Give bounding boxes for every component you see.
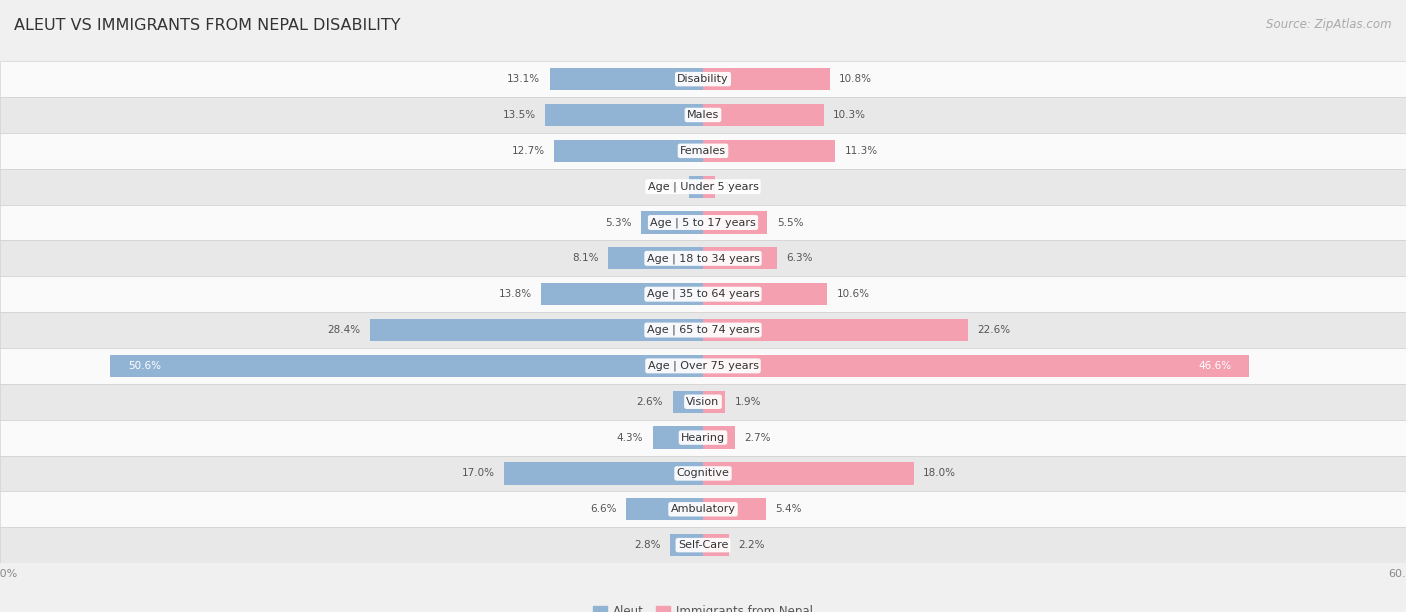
- Bar: [641, 211, 703, 234]
- Bar: [703, 390, 725, 413]
- Text: 2.6%: 2.6%: [637, 397, 664, 407]
- Text: Age | 65 to 74 years: Age | 65 to 74 years: [647, 325, 759, 335]
- Bar: [0, 169, 1406, 204]
- Legend: Aleut, Immigrants from Nepal: Aleut, Immigrants from Nepal: [588, 600, 818, 612]
- Text: 1.0%: 1.0%: [724, 182, 751, 192]
- Text: Source: ZipAtlas.com: Source: ZipAtlas.com: [1267, 18, 1392, 31]
- Text: 10.8%: 10.8%: [839, 74, 872, 84]
- Bar: [0, 97, 1406, 133]
- Text: 6.6%: 6.6%: [589, 504, 616, 514]
- Bar: [703, 283, 827, 305]
- Bar: [0, 455, 1406, 491]
- Bar: [370, 319, 703, 341]
- Text: 2.8%: 2.8%: [634, 540, 661, 550]
- Bar: [703, 319, 967, 341]
- Bar: [703, 104, 824, 126]
- Text: 50.6%: 50.6%: [128, 361, 160, 371]
- Text: Vision: Vision: [686, 397, 720, 407]
- Bar: [550, 68, 703, 90]
- Text: 13.1%: 13.1%: [508, 74, 540, 84]
- Text: 2.2%: 2.2%: [738, 540, 765, 550]
- Text: 28.4%: 28.4%: [328, 325, 361, 335]
- Text: Age | 18 to 34 years: Age | 18 to 34 years: [647, 253, 759, 264]
- Bar: [0, 204, 1406, 241]
- Text: 18.0%: 18.0%: [924, 468, 956, 479]
- Text: 10.3%: 10.3%: [832, 110, 866, 120]
- Bar: [609, 247, 703, 269]
- Bar: [652, 427, 703, 449]
- Text: 17.0%: 17.0%: [461, 468, 495, 479]
- Text: 1.2%: 1.2%: [652, 182, 679, 192]
- Text: Age | 5 to 17 years: Age | 5 to 17 years: [650, 217, 756, 228]
- Text: 11.3%: 11.3%: [845, 146, 877, 156]
- Bar: [0, 61, 1406, 97]
- Text: 5.3%: 5.3%: [605, 217, 631, 228]
- Text: Age | Under 5 years: Age | Under 5 years: [648, 181, 758, 192]
- Text: 4.3%: 4.3%: [617, 433, 644, 442]
- Text: 12.7%: 12.7%: [512, 146, 546, 156]
- Bar: [503, 462, 703, 485]
- Text: 46.6%: 46.6%: [1198, 361, 1232, 371]
- Bar: [0, 527, 1406, 563]
- Bar: [703, 355, 1249, 377]
- Bar: [703, 68, 830, 90]
- Bar: [0, 133, 1406, 169]
- Text: 6.3%: 6.3%: [786, 253, 813, 263]
- Bar: [554, 140, 703, 162]
- Bar: [689, 176, 703, 198]
- Bar: [0, 241, 1406, 276]
- Bar: [703, 211, 768, 234]
- Bar: [546, 104, 703, 126]
- Text: Cognitive: Cognitive: [676, 468, 730, 479]
- Text: ALEUT VS IMMIGRANTS FROM NEPAL DISABILITY: ALEUT VS IMMIGRANTS FROM NEPAL DISABILIT…: [14, 18, 401, 34]
- Text: 1.9%: 1.9%: [734, 397, 761, 407]
- Text: Disability: Disability: [678, 74, 728, 84]
- Text: 5.5%: 5.5%: [778, 217, 803, 228]
- Bar: [0, 491, 1406, 527]
- Text: Hearing: Hearing: [681, 433, 725, 442]
- Text: 2.7%: 2.7%: [744, 433, 770, 442]
- Text: 13.8%: 13.8%: [499, 289, 531, 299]
- Bar: [672, 390, 703, 413]
- Bar: [703, 427, 734, 449]
- Bar: [0, 312, 1406, 348]
- Text: Self-Care: Self-Care: [678, 540, 728, 550]
- Text: Ambulatory: Ambulatory: [671, 504, 735, 514]
- Bar: [703, 140, 835, 162]
- Text: 5.4%: 5.4%: [776, 504, 803, 514]
- Text: Age | 35 to 64 years: Age | 35 to 64 years: [647, 289, 759, 299]
- Text: 10.6%: 10.6%: [837, 289, 869, 299]
- Text: 8.1%: 8.1%: [572, 253, 599, 263]
- Text: 22.6%: 22.6%: [977, 325, 1011, 335]
- Bar: [703, 247, 778, 269]
- Bar: [0, 384, 1406, 420]
- Bar: [703, 176, 714, 198]
- Bar: [703, 462, 914, 485]
- Bar: [626, 498, 703, 520]
- Bar: [0, 420, 1406, 455]
- Bar: [703, 534, 728, 556]
- Text: Males: Males: [688, 110, 718, 120]
- Text: Age | Over 75 years: Age | Over 75 years: [648, 360, 758, 371]
- Bar: [541, 283, 703, 305]
- Bar: [0, 276, 1406, 312]
- Bar: [0, 348, 1406, 384]
- Bar: [671, 534, 703, 556]
- Bar: [703, 498, 766, 520]
- Bar: [110, 355, 703, 377]
- Text: Females: Females: [681, 146, 725, 156]
- Text: 13.5%: 13.5%: [502, 110, 536, 120]
